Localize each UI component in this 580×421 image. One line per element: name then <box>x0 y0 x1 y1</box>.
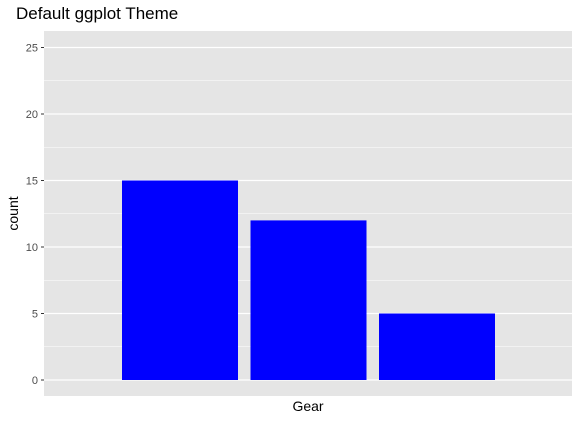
y-axis-title: count <box>5 196 21 230</box>
chart-title: Default ggplot Theme <box>16 4 179 23</box>
y-tick-label: 25 <box>26 43 38 55</box>
y-tick-label: 5 <box>32 309 38 321</box>
y-tick-label: 15 <box>26 176 38 188</box>
bar-gear-4 <box>250 220 367 380</box>
bar-gear-5 <box>379 313 495 380</box>
y-tick-label: 10 <box>26 242 38 254</box>
x-axis-title: Gear <box>292 398 323 414</box>
y-axis: 0 5 10 15 20 25 <box>26 43 44 387</box>
y-tick-label: 20 <box>26 109 38 121</box>
y-tick-label: 0 <box>32 375 38 387</box>
bar-gear-3 <box>122 180 238 380</box>
bars <box>122 180 495 380</box>
